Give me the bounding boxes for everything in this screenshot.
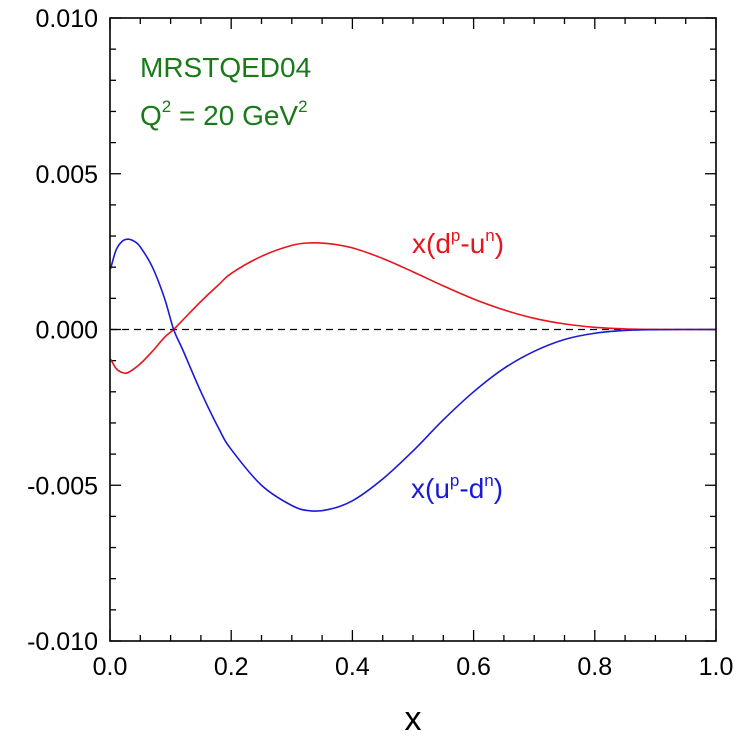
series-label-sup: n (484, 471, 493, 490)
y-tick-label: 0.005 (35, 161, 98, 189)
series-label-part: ) (495, 228, 504, 259)
series-label-sup: p (451, 226, 460, 245)
x-tick-label: 0.6 (456, 653, 491, 681)
series-label-part: x(d (412, 228, 451, 259)
series-line-1 (109, 238, 717, 512)
scale-annotation: Q2 = 20 GeV2 (140, 97, 308, 131)
series-label-sup: p (450, 471, 459, 490)
series-label-part: -d (459, 473, 484, 504)
plot-frame (109, 17, 717, 642)
series-label-part: x(u (411, 473, 450, 504)
series-label-dp-un: x(dp-un) (412, 226, 504, 259)
x-tick-label: 0.2 (214, 653, 249, 681)
series-label-part: -u (460, 228, 485, 259)
series-label-sup: n (485, 226, 494, 245)
model-name: MRSTQED04 (140, 52, 311, 83)
y-tick-label: -0.010 (27, 628, 98, 656)
series-group (109, 238, 717, 512)
model-annotation: MRSTQED04 (140, 52, 311, 83)
series-label-up-dn: x(up-dn) (411, 471, 503, 504)
y-tick-label: 0.000 (35, 317, 98, 345)
series-label-part: ) (494, 473, 503, 504)
x-tick-labels: 0.0 0.2 0.4 0.6 0.8 1.0 (93, 653, 734, 681)
x-axis-label: x (405, 700, 422, 738)
y-tick-labels: 0.010 0.005 0.000 -0.005 -0.010 (27, 5, 98, 656)
series-line-0 (109, 241, 717, 375)
scale-middle: = 20 GeV (171, 100, 298, 131)
scale-prefix: Q (140, 100, 162, 131)
x-tick-label: 0.8 (577, 653, 612, 681)
y-tick-label: 0.010 (35, 5, 98, 33)
scale-exponent-2: 2 (298, 97, 307, 116)
x-tick-label: 0.0 (93, 653, 128, 681)
scale-exponent: 2 (162, 97, 171, 116)
y-tick-label: -0.005 (27, 472, 98, 500)
x-tick-label: 0.4 (335, 653, 370, 681)
x-tick-label: 1.0 (699, 653, 734, 681)
